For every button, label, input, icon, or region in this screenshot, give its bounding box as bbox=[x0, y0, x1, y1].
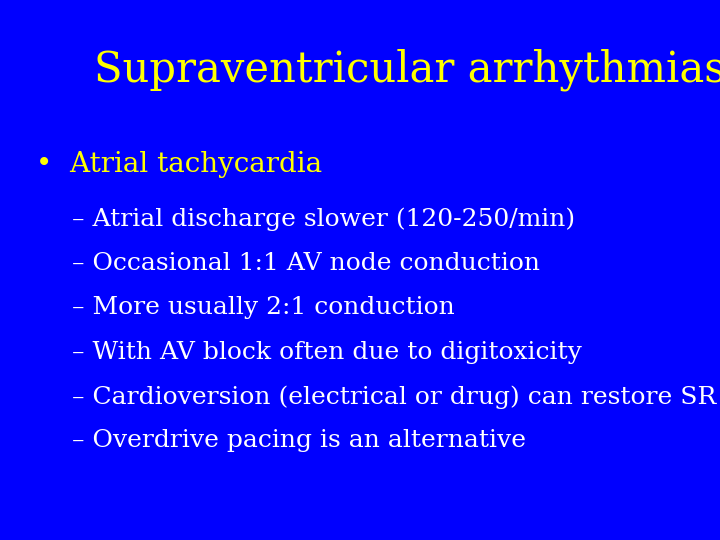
Text: – Overdrive pacing is an alternative: – Overdrive pacing is an alternative bbox=[72, 429, 526, 453]
Text: – More usually 2:1 conduction: – More usually 2:1 conduction bbox=[72, 296, 455, 320]
Text: – With AV block often due to digitoxicity: – With AV block often due to digitoxicit… bbox=[72, 341, 582, 364]
Text: – Atrial discharge slower (120-250/min): – Atrial discharge slower (120-250/min) bbox=[72, 208, 575, 232]
Text: Supraventricular arrhythmias: Supraventricular arrhythmias bbox=[94, 49, 720, 91]
Text: •  Atrial tachycardia: • Atrial tachycardia bbox=[36, 151, 322, 178]
Text: – Occasional 1:1 AV node conduction: – Occasional 1:1 AV node conduction bbox=[72, 252, 540, 275]
Text: – Cardioversion (electrical or drug) can restore SR: – Cardioversion (electrical or drug) can… bbox=[72, 385, 716, 409]
